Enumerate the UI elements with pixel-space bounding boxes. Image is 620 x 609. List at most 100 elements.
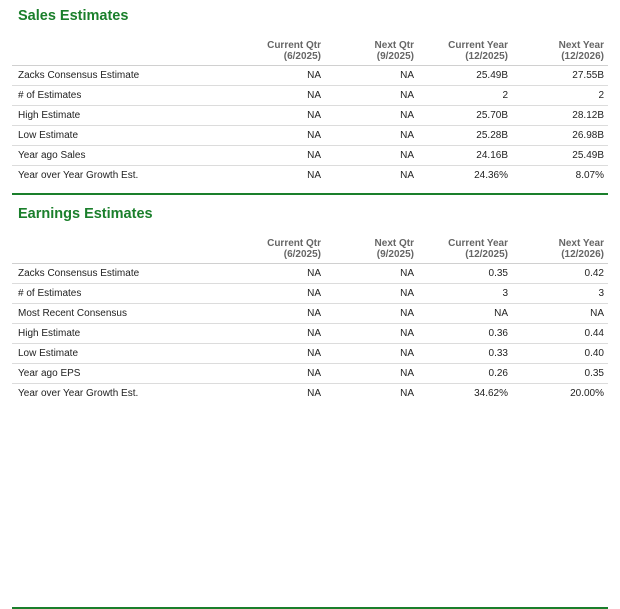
table-row: Year over Year Growth Est. NA NA 24.36% 8.07…: [12, 166, 608, 186]
row-value: NA: [232, 263, 325, 284]
row-value: NA: [325, 283, 418, 304]
header-period: (6/2025): [283, 249, 321, 260]
row-value: NA: [307, 388, 321, 399]
header-period: (12/2025): [465, 51, 508, 62]
header-line: Next Qtr: [374, 40, 414, 51]
row-value: 25.28B: [418, 125, 512, 146]
row-value: NA: [325, 263, 418, 284]
section-divider: [12, 193, 608, 195]
row-value: NA: [400, 170, 414, 181]
header-period: (12/2026): [561, 51, 604, 62]
row-value: 0.40: [512, 343, 608, 364]
table-header-row: Current Qtr (6/2025) Next Qtr (9/2025) C…: [12, 34, 608, 66]
row-label: Low Estimate: [12, 125, 232, 146]
row-value: 26.98B: [512, 125, 608, 146]
header-label-cell: [12, 34, 232, 66]
row-value: NA: [232, 363, 325, 384]
header-line: Current Year: [448, 238, 508, 249]
row-value: NA: [325, 125, 418, 146]
earnings-estimates-title: Earnings Estimates: [18, 206, 153, 222]
header-line: Current Qtr: [267, 238, 321, 249]
header-line: Next Year: [558, 40, 604, 51]
header-period: (12/2025): [465, 249, 508, 260]
row-value: NA: [325, 363, 418, 384]
row-label: Low Estimate: [12, 343, 232, 364]
row-value: NA: [325, 145, 418, 166]
row-value: NA: [232, 343, 325, 364]
row-value: NA: [512, 303, 608, 324]
table-row: Year ago EPS NA NA 0.26 0.35: [12, 363, 608, 384]
table-row: Low Estimate NA NA 0.33 0.40: [12, 343, 608, 364]
row-value: 25.70B: [418, 105, 512, 126]
row-value: 25.49B: [512, 145, 608, 166]
table-row: # of Estimates NA NA 3 3: [12, 283, 608, 304]
row-value: 0.42: [512, 263, 608, 284]
header-period: (9/2025): [376, 249, 414, 260]
row-value: 24.36%: [474, 170, 508, 181]
header-next-qtr: Next Qtr (9/2025): [325, 232, 418, 264]
header-next-year: Next Year (12/2026): [512, 34, 608, 66]
row-value: NA: [325, 65, 418, 86]
row-value: NA: [307, 170, 321, 181]
row-value: NA: [325, 323, 418, 344]
row-label: Year over Year Growth Est.: [18, 388, 139, 399]
header-current-qtr: Current Qtr (6/2025): [232, 34, 325, 66]
row-value: 0.36: [418, 323, 512, 344]
row-label: Most Recent Consensus: [12, 303, 232, 324]
row-value: NA: [400, 388, 414, 399]
table-row: High Estimate NA NA 25.70B 28.12B: [12, 105, 608, 126]
row-value: 24.16B: [418, 145, 512, 166]
header-line: Current Year: [448, 40, 508, 51]
row-label: Year ago EPS: [12, 363, 232, 384]
row-value: NA: [232, 145, 325, 166]
header-line: Next Year: [558, 238, 604, 249]
header-period: (12/2026): [561, 249, 604, 260]
row-label: High Estimate: [12, 323, 232, 344]
table-row: Year ago Sales NA NA 24.16B 25.49B: [12, 145, 608, 166]
header-current-year: Current Year (12/2025): [418, 34, 512, 66]
row-value: 3: [512, 283, 608, 304]
row-value: 0.26: [418, 363, 512, 384]
sales-estimates-table: Current Qtr (6/2025) Next Qtr (9/2025) C…: [12, 34, 608, 185]
row-value: 20.00%: [570, 388, 604, 399]
header-line: Current Qtr: [267, 40, 321, 51]
row-value: NA: [232, 125, 325, 146]
header-period: (6/2025): [283, 51, 321, 62]
table-row: Low Estimate NA NA 25.28B 26.98B: [12, 125, 608, 146]
header-period: (9/2025): [376, 51, 414, 62]
row-value: NA: [325, 105, 418, 126]
earnings-estimates-table: Current Qtr (6/2025) Next Qtr (9/2025) C…: [12, 232, 608, 403]
sales-estimates-title: Sales Estimates: [18, 8, 129, 24]
row-value: NA: [325, 85, 418, 106]
row-label: # of Estimates: [12, 85, 232, 106]
row-value: 2: [418, 85, 512, 106]
row-label: Zacks Consensus Estimate: [12, 65, 232, 86]
row-label: Year ago Sales: [12, 145, 232, 166]
table-row: High Estimate NA NA 0.36 0.44: [12, 323, 608, 344]
row-value: 0.44: [512, 323, 608, 344]
row-value: 2: [512, 85, 608, 106]
row-value: NA: [232, 323, 325, 344]
row-value: 28.12B: [512, 105, 608, 126]
row-value: 25.49B: [418, 65, 512, 86]
row-value: 27.55B: [512, 65, 608, 86]
header-next-year: Next Year (12/2026): [512, 232, 608, 264]
row-value: 0.35: [418, 263, 512, 284]
header-line: Next Qtr: [374, 238, 414, 249]
row-value: 0.33: [418, 343, 512, 364]
table-row: # of Estimates NA NA 2 2: [12, 85, 608, 106]
row-value: 34.62%: [474, 388, 508, 399]
row-value: NA: [418, 303, 512, 324]
row-value: NA: [232, 283, 325, 304]
row-label: # of Estimates: [12, 283, 232, 304]
header-label-cell: [12, 232, 232, 264]
row-value: NA: [232, 105, 325, 126]
row-value: 0.35: [512, 363, 608, 384]
row-label: Zacks Consensus Estimate: [12, 263, 232, 284]
header-next-qtr: Next Qtr (9/2025): [325, 34, 418, 66]
header-current-year: Current Year (12/2025): [418, 232, 512, 264]
table-row: Year over Year Growth Est. NA NA 34.62% 20.0…: [12, 384, 608, 404]
table-row: Zacks Consensus Estimate NA NA 0.35 0.42: [12, 263, 608, 284]
header-current-qtr: Current Qtr (6/2025): [232, 232, 325, 264]
row-value: NA: [232, 85, 325, 106]
